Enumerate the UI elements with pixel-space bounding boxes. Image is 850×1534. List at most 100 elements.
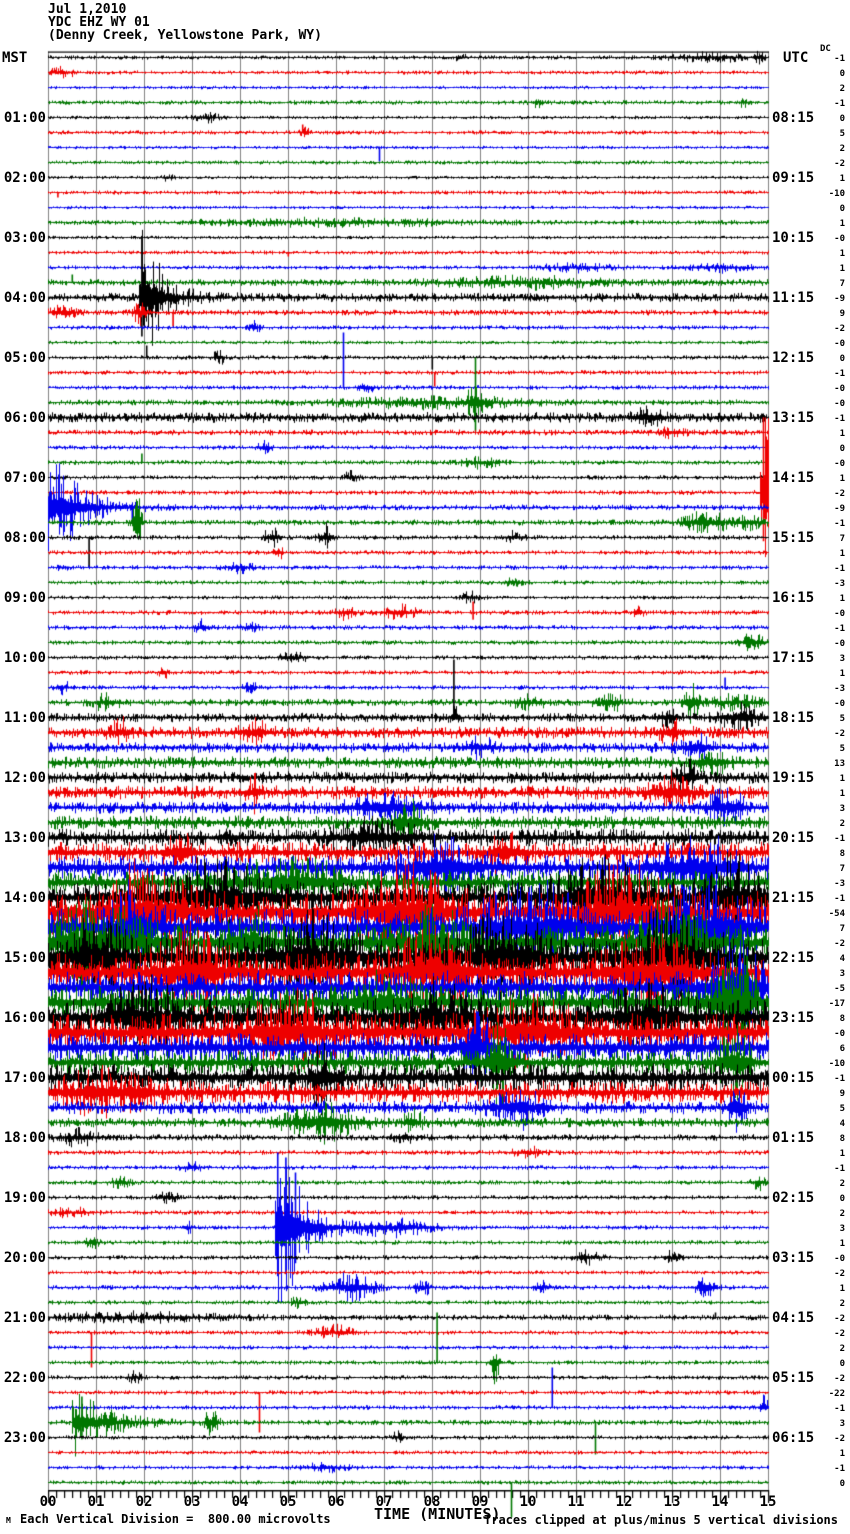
dc-value: -0 (834, 698, 845, 709)
dc-value: 1 (839, 1283, 845, 1294)
mst-hour-label: 17:00 (3, 1069, 46, 1086)
dc-value: -2 (834, 728, 845, 739)
x-tick-label: 08 (423, 1494, 441, 1510)
dc-value: -54 (828, 908, 845, 919)
utc-hour-label: 03:15 (772, 1249, 815, 1266)
mst-hour-label: 13:00 (3, 829, 46, 846)
utc-hour-label: 18:15 (772, 709, 815, 726)
mst-hour-label: 12:00 (3, 769, 46, 786)
dc-value: 8 (839, 848, 845, 859)
mst-hour-label: 06:00 (3, 409, 46, 426)
dc-value: -3 (834, 578, 845, 589)
dc-value: -0 (834, 398, 845, 409)
dc-value: 5 (839, 1103, 845, 1114)
utc-hour-label: 01:15 (772, 1129, 815, 1146)
dc-value: -10 (828, 1058, 845, 1069)
dc-value: 0 (839, 1358, 845, 1369)
x-axis-title: TIME (MINUTES) (374, 1505, 501, 1523)
dc-value: 1 (839, 1448, 845, 1459)
dc-value: 1 (839, 548, 845, 559)
utc-hour-label: 21:15 (772, 889, 815, 906)
dc-value: 2 (839, 1298, 845, 1309)
mst-hour-label: 05:00 (3, 349, 46, 366)
dc-value: -2 (834, 158, 845, 169)
utc-hour-label: 05:15 (772, 1369, 815, 1386)
dc-value: 7 (839, 533, 845, 544)
dc-value: 0 (839, 203, 845, 214)
dc-value: -1 (834, 563, 845, 574)
dc-value: -1 (834, 368, 845, 379)
dc-value: -2 (834, 488, 845, 499)
mst-hour-label: 02:00 (3, 169, 46, 186)
dc-value: -1 (834, 833, 845, 844)
x-tick-label: 15 (759, 1494, 777, 1510)
dc-value: 13 (834, 758, 845, 769)
dc-value: -9 (834, 503, 845, 514)
dc-value: 2 (839, 1343, 845, 1354)
x-tick-label: 01 (87, 1494, 105, 1510)
dc-value: 1 (839, 248, 845, 259)
utc-hour-label: 20:15 (772, 829, 815, 846)
dc-value: -0 (834, 1028, 845, 1039)
x-tick-label: 04 (231, 1494, 249, 1510)
utc-hour-label: 22:15 (772, 949, 815, 966)
dc-value: -0 (834, 608, 845, 619)
mst-hour-label: 11:00 (3, 709, 46, 726)
x-tick-label: 00 (39, 1494, 57, 1510)
dc-value: 3 (839, 653, 845, 664)
mst-hour-label: 10:00 (3, 649, 46, 666)
dc-value: 1 (839, 1148, 845, 1159)
utc-hour-label: 06:15 (772, 1429, 815, 1446)
clip-note: Traces clipped at plus/minus 5 vertical … (484, 1513, 839, 1527)
dc-value: -2 (834, 323, 845, 334)
dc-value: 1 (839, 593, 845, 604)
dc-value: -5 (834, 983, 845, 994)
dc-value: -0 (834, 638, 845, 649)
mst-hour-label: 19:00 (3, 1189, 46, 1206)
dc-value: -1 (834, 98, 845, 109)
dc-value: 0 (839, 1193, 845, 1204)
dc-value: -2 (834, 1268, 845, 1279)
dc-value: -0 (834, 1253, 845, 1264)
dc-value: -1 (834, 53, 845, 64)
mst-hour-label: 15:00 (3, 949, 46, 966)
dc-value: -0 (834, 338, 845, 349)
dc-value: 0 (839, 443, 845, 454)
dc-value: 7 (839, 923, 845, 934)
dc-value: -1 (834, 1403, 845, 1414)
utc-hour-label: 02:15 (772, 1189, 815, 1206)
mst-hour-label: 14:00 (3, 889, 46, 906)
dc-value: -2 (834, 1373, 845, 1384)
dc-value: 4 (839, 953, 845, 964)
x-tick-label: 11 (567, 1494, 585, 1510)
x-tick-label: 12 (615, 1494, 633, 1510)
dc-value: -1 (834, 518, 845, 529)
dc-value: 2 (839, 143, 845, 154)
mst-hour-label: 08:00 (3, 529, 46, 546)
dc-value: 1 (839, 473, 845, 484)
utc-hour-label: 04:15 (772, 1309, 815, 1326)
dc-value: -2 (834, 1433, 845, 1444)
dc-value: 1 (839, 788, 845, 799)
dc-value: -17 (828, 998, 845, 1009)
dc-value: -2 (834, 1313, 845, 1324)
utc-hour-label: 09:15 (772, 169, 815, 186)
dc-value: -1 (834, 893, 845, 904)
dc-value: 0 (839, 68, 845, 79)
utc-hour-label: 00:15 (772, 1069, 815, 1086)
utc-hour-label: 17:15 (772, 649, 815, 666)
dc-value: -1 (834, 413, 845, 424)
utc-hour-label: 12:15 (772, 349, 815, 366)
dc-value: -3 (834, 878, 845, 889)
dc-value: 1 (839, 668, 845, 679)
x-tick-label: 05 (279, 1494, 297, 1510)
dc-value: -22 (828, 1388, 845, 1399)
dc-value: 2 (839, 1208, 845, 1219)
dc-value: 3 (839, 1223, 845, 1234)
utc-hour-label: 11:15 (772, 289, 815, 306)
dc-value: 2 (839, 83, 845, 94)
dc-value: 2 (839, 1178, 845, 1189)
dc-value: 5 (839, 128, 845, 139)
dc-value: -1 (834, 1073, 845, 1084)
